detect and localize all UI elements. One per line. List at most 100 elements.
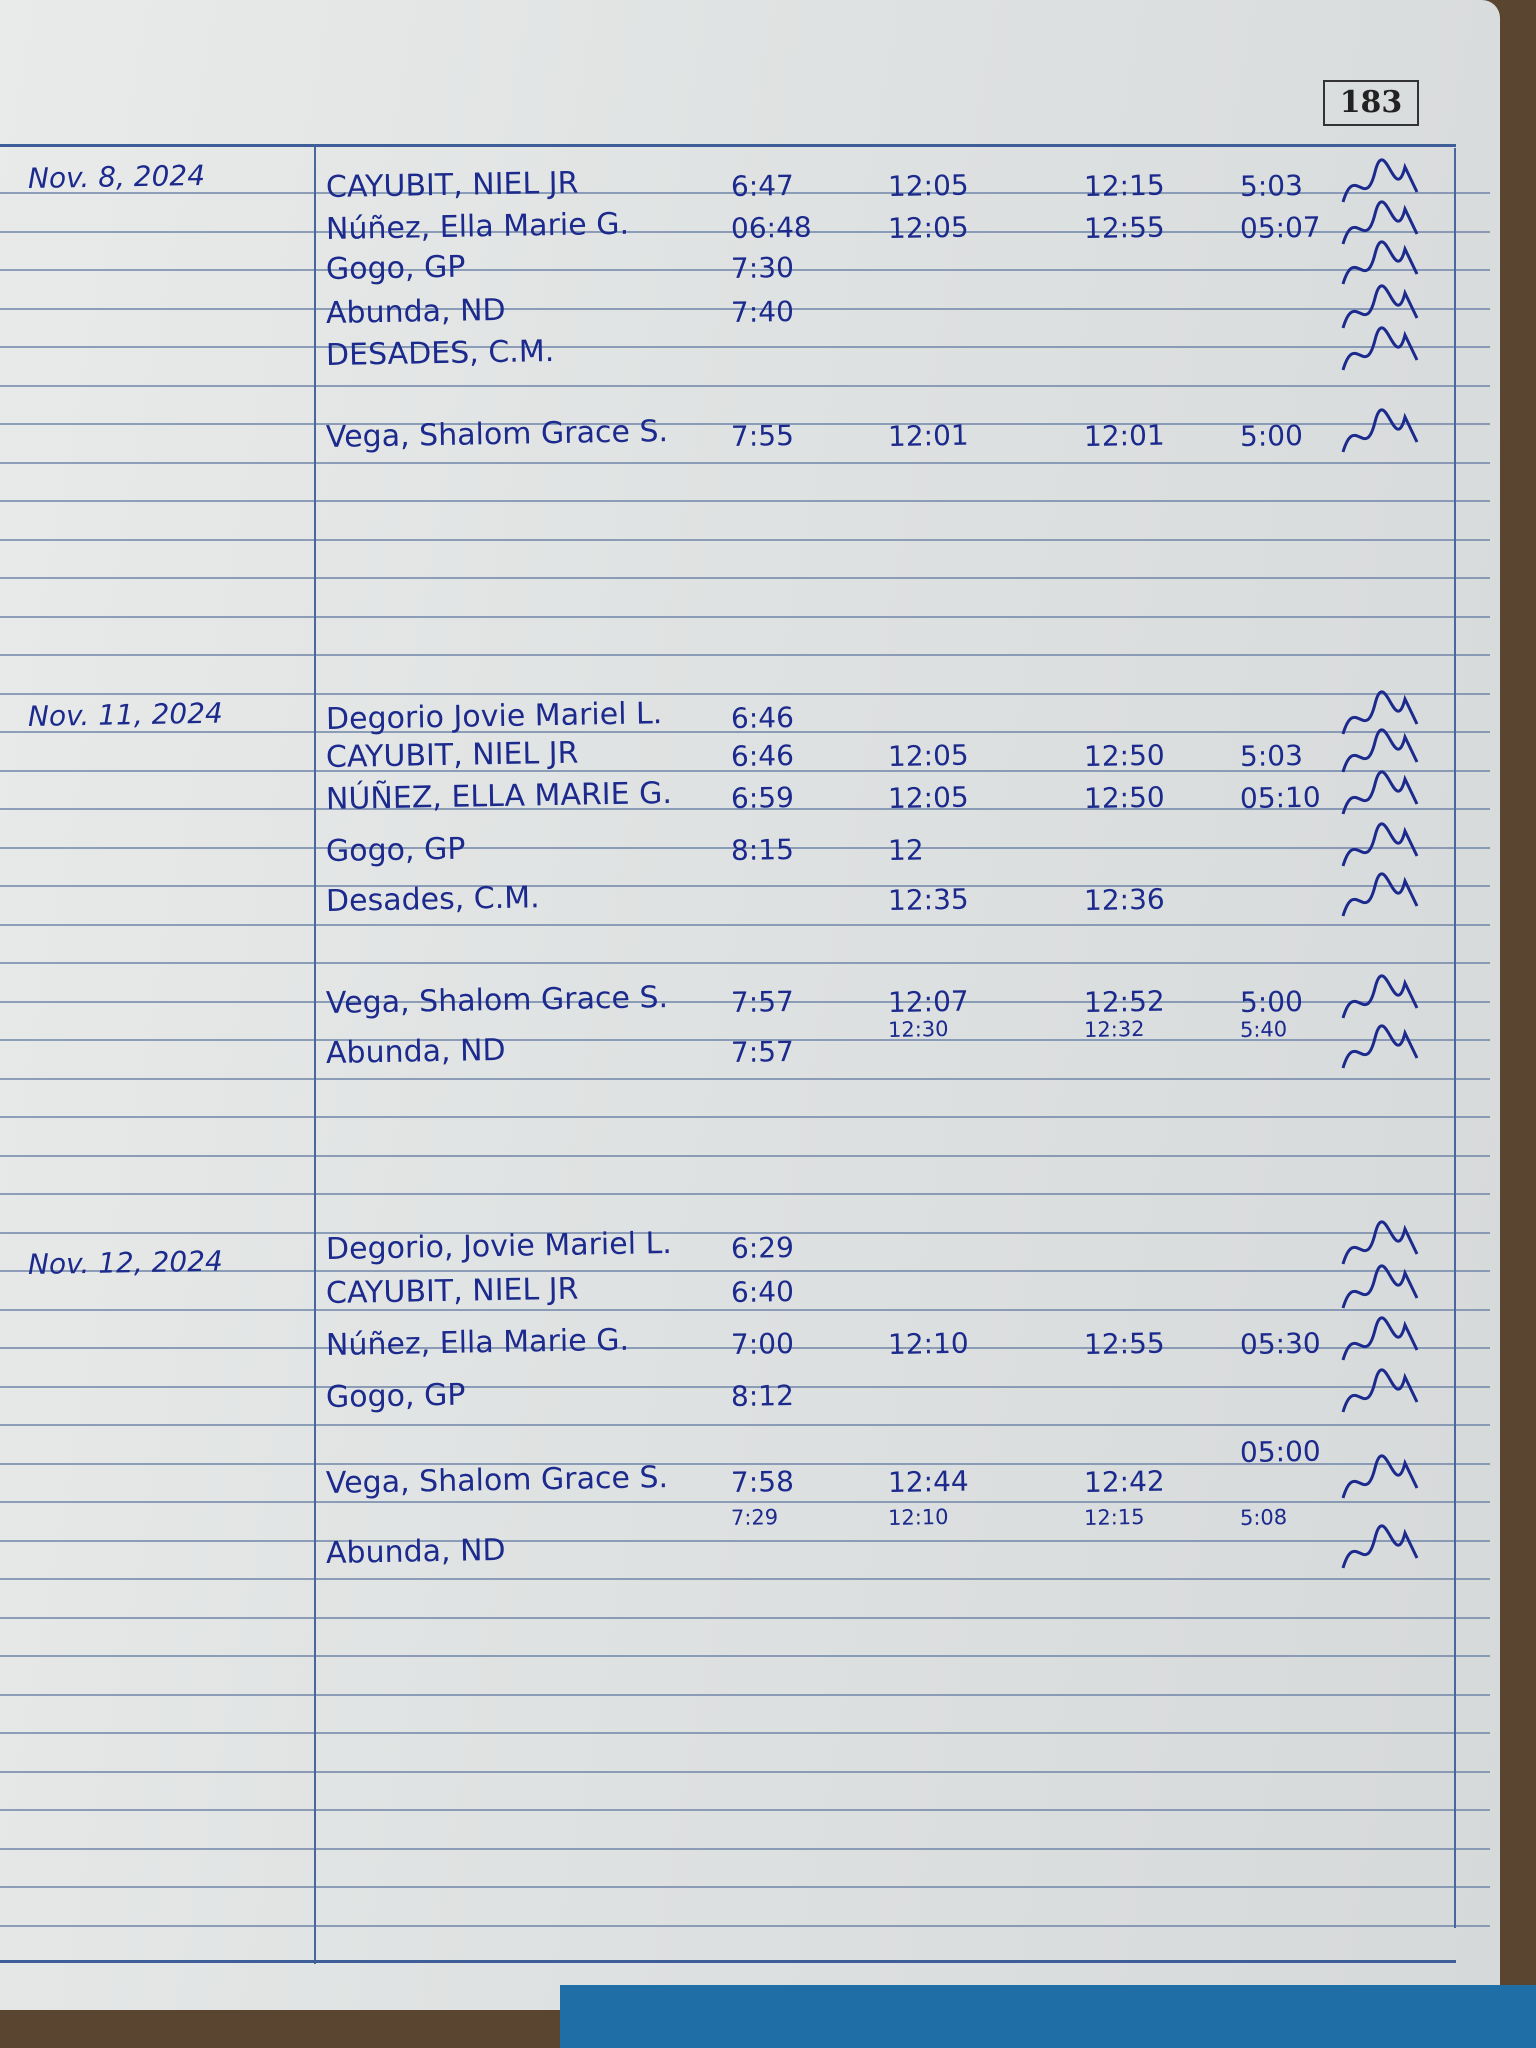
signature — [1341, 326, 1419, 371]
time-am-in: 06:48 — [730, 210, 812, 245]
signature — [1341, 872, 1419, 917]
time-pm-in: 12:50 — [1083, 738, 1165, 773]
time-am-in: 6:46 — [730, 738, 795, 773]
ruled-line — [0, 1270, 1490, 1272]
time-am-out: 12:05 — [887, 168, 969, 203]
row-name: Desades, C.M. — [325, 880, 540, 919]
signature — [1341, 1316, 1419, 1361]
ruled-line — [0, 231, 1490, 233]
time-am-in: 8:15 — [730, 832, 795, 867]
section-date: Nov. 8, 2024 — [27, 158, 206, 195]
time-pm-in: 12:52 — [1083, 984, 1165, 1019]
time-am-in: 7:58 — [730, 1464, 795, 1499]
time-am-out: 12:01 — [887, 418, 969, 453]
time-am-in: 7:57 — [730, 1034, 795, 1069]
signature — [1341, 408, 1419, 453]
ruled-line — [0, 885, 1490, 887]
time-pm-in: 12:55 — [1083, 210, 1165, 245]
row-name: CAYUBIT, NIEL JR — [325, 735, 579, 775]
time-am-out: 12 — [887, 833, 924, 867]
ruled-line — [0, 1155, 1490, 1157]
time-am-in: 6:59 — [730, 780, 795, 815]
time-pm-out: 05:07 — [1239, 210, 1321, 245]
row-name: Gogo, GP — [325, 1377, 466, 1415]
time-pm-in: 12:15 — [1083, 1504, 1145, 1530]
ruled-line — [0, 1886, 1490, 1888]
row-name: Núñez, Ella Marie G. — [325, 206, 630, 247]
time-pm-in: 12:50 — [1083, 780, 1165, 815]
ruled-line — [0, 924, 1490, 926]
time-pm-in: 12:15 — [1083, 168, 1165, 203]
signature — [1341, 1264, 1419, 1309]
ruled-line — [0, 346, 1490, 348]
time-am-out: 12:35 — [887, 882, 969, 917]
ruled-line — [0, 1694, 1490, 1696]
time-pm-out: 5:03 — [1239, 168, 1304, 203]
logbook-page: 183 Nov. 8, 2024 CAYUBIT, NIEL JR 6:47 12:0… — [0, 0, 1500, 2010]
time-pm-out: 05:10 — [1239, 780, 1321, 815]
ruled-line — [0, 1578, 1490, 1580]
signature — [1341, 284, 1419, 329]
time-pm-out: 5:08 — [1239, 1505, 1288, 1530]
ruled-line — [0, 962, 1490, 964]
row-name: CAYUBIT, NIEL JR — [325, 165, 579, 205]
ruled-line — [0, 1848, 1490, 1850]
ruled-line — [0, 1193, 1490, 1195]
ruled-line — [0, 1925, 1490, 1927]
ruled-line — [0, 1309, 1490, 1311]
ruled-line — [0, 693, 1490, 695]
signature — [1341, 1220, 1419, 1265]
signature — [1341, 1368, 1419, 1413]
row-name: Abunda, ND — [325, 1532, 506, 1571]
ruled-line — [0, 1078, 1490, 1080]
time-pm-out: 5:00 — [1239, 984, 1304, 1019]
ruled-line — [0, 1116, 1490, 1118]
date-column-divider — [314, 144, 316, 1964]
time-pm-out: 5:00 — [1239, 418, 1304, 453]
ruled-line — [0, 1463, 1490, 1465]
signature — [1341, 1024, 1419, 1069]
row-name: NÚÑEZ, ELLA MARIE G. — [325, 775, 673, 817]
time-am-out: 12:05 — [887, 738, 969, 773]
signature — [1341, 974, 1419, 1019]
ruled-line — [0, 385, 1490, 387]
time-pm-in: 12:36 — [1083, 882, 1165, 917]
time-am-in: 6:40 — [730, 1274, 795, 1309]
ruled-line — [0, 500, 1490, 502]
time-pm-out: 5:03 — [1239, 738, 1304, 773]
row-name: Vega, Shalom Grace S. — [325, 980, 669, 1021]
row-name: Abunda, ND — [325, 292, 506, 331]
signature — [1341, 240, 1419, 285]
ruled-line — [0, 423, 1490, 425]
ruled-line — [0, 731, 1490, 733]
ruled-line — [0, 1001, 1490, 1003]
time-am-in: 8:12 — [730, 1378, 795, 1413]
time-pm-out: 05:00 — [1239, 1434, 1321, 1469]
signature — [1341, 1524, 1419, 1569]
time-am-out: 12:44 — [887, 1464, 969, 1499]
ruled-line — [0, 269, 1490, 271]
signature — [1341, 1454, 1419, 1499]
time-pm-out: 5:40 — [1239, 1017, 1288, 1042]
time-pm-in: 12:42 — [1083, 1464, 1165, 1499]
ruled-line — [0, 308, 1490, 310]
section-date: Nov. 12, 2024 — [27, 1244, 224, 1281]
time-am-in: 6:47 — [730, 168, 795, 203]
ruled-line — [0, 577, 1490, 579]
time-pm-out: 05:30 — [1239, 1326, 1321, 1361]
time-am-in: 7:00 — [730, 1326, 795, 1361]
ruled-line — [0, 1347, 1490, 1349]
time-am-in: 7:55 — [730, 418, 795, 453]
time-pm-in: 12:55 — [1083, 1326, 1165, 1361]
row-name: Vega, Shalom Grace S. — [325, 414, 669, 455]
time-am-in: 7:29 — [730, 1505, 779, 1530]
time-am-in: 6:46 — [730, 700, 795, 735]
ruled-line — [0, 1232, 1490, 1234]
ruled-line — [0, 539, 1490, 541]
ruled-line — [0, 1809, 1490, 1811]
ruled-line — [0, 462, 1490, 464]
signature — [1341, 728, 1419, 773]
time-pm-in: 12:01 — [1083, 418, 1165, 453]
ruled-line — [0, 808, 1490, 810]
row-name: Gogo, GP — [325, 831, 466, 869]
